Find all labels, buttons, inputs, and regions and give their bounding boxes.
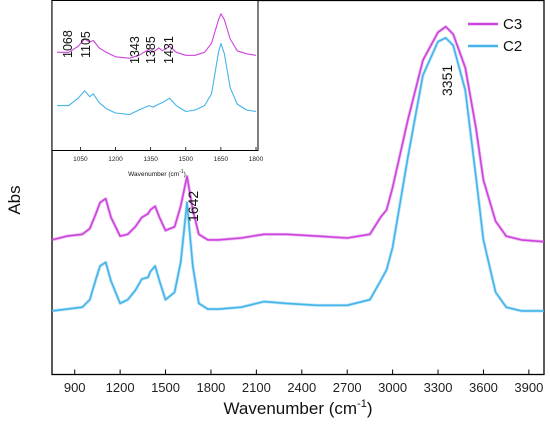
inset-series <box>57 13 257 116</box>
series-c3-line <box>51 25 545 243</box>
inset-x-tick-label-1650: 1650 <box>214 156 229 163</box>
inset-chart: 1050 1200 1350 1500 1650 1800 Wavenumber (cm-… <box>51 0 264 178</box>
inset-series-c3-line <box>57 13 257 59</box>
plot-frame <box>51 0 545 376</box>
series-c2-line <box>51 37 544 312</box>
x-tick-label-2100: 2100 <box>242 380 271 395</box>
x-tick-label-3300: 3300 <box>424 380 453 395</box>
inset-annotation-1343: 1343 <box>128 36 142 64</box>
x-axis-label: Wavenumber (cm-1) <box>224 398 373 418</box>
inset-x-tick-labels: 1050 1200 1350 1500 1650 1800 <box>73 156 263 163</box>
legend: C3 C2 <box>468 16 522 55</box>
legend-label-c3: C3 <box>503 16 522 33</box>
inset-frame <box>51 0 259 151</box>
inset-x-axis-label: Wavenumber (cm-1) <box>128 169 186 178</box>
inset-x-tick-label-1050: 1050 <box>73 156 88 163</box>
x-tick-label-1200: 1200 <box>106 380 135 395</box>
inset-annotation-1068: 1068 <box>61 30 75 58</box>
legend-label-c2: C2 <box>503 38 522 55</box>
x-tick-label-1500: 1500 <box>151 380 180 395</box>
x-axis-ticks <box>74 369 530 375</box>
x-tick-label-2400: 2400 <box>287 380 316 395</box>
inset-annotation-1385: 1385 <box>144 36 158 64</box>
x-tick-label-2700: 2700 <box>333 380 362 395</box>
inset-x-tick-label-1500: 1500 <box>179 156 194 163</box>
annotation-3351: 3351 <box>439 65 455 96</box>
inset-x-tick-label-1200: 1200 <box>108 156 123 163</box>
x-tick-label-3000: 3000 <box>378 380 407 395</box>
inset-x-tick-label-1350: 1350 <box>143 156 158 163</box>
main-series <box>51 25 545 313</box>
annotation-1642: 1642 <box>185 191 201 222</box>
inset-x-ticks <box>80 147 257 151</box>
x-tick-label-3600: 3600 <box>469 380 498 395</box>
x-tick-label-900: 900 <box>64 380 86 395</box>
x-tick-label-1800: 1800 <box>196 380 225 395</box>
inset-annotation-1105: 1105 <box>79 31 93 58</box>
x-tick-label-3900: 3900 <box>514 380 543 395</box>
y-axis-label: Abs <box>5 185 24 214</box>
inset-annotation-1431: 1431 <box>162 36 176 64</box>
inset-x-tick-label-1800: 1800 <box>249 156 264 163</box>
inset-series-c2-line <box>57 42 257 116</box>
x-axis-tick-labels: 900 1200 1500 1800 2100 2400 2700 3000 3300 3600 3… <box>64 380 543 395</box>
